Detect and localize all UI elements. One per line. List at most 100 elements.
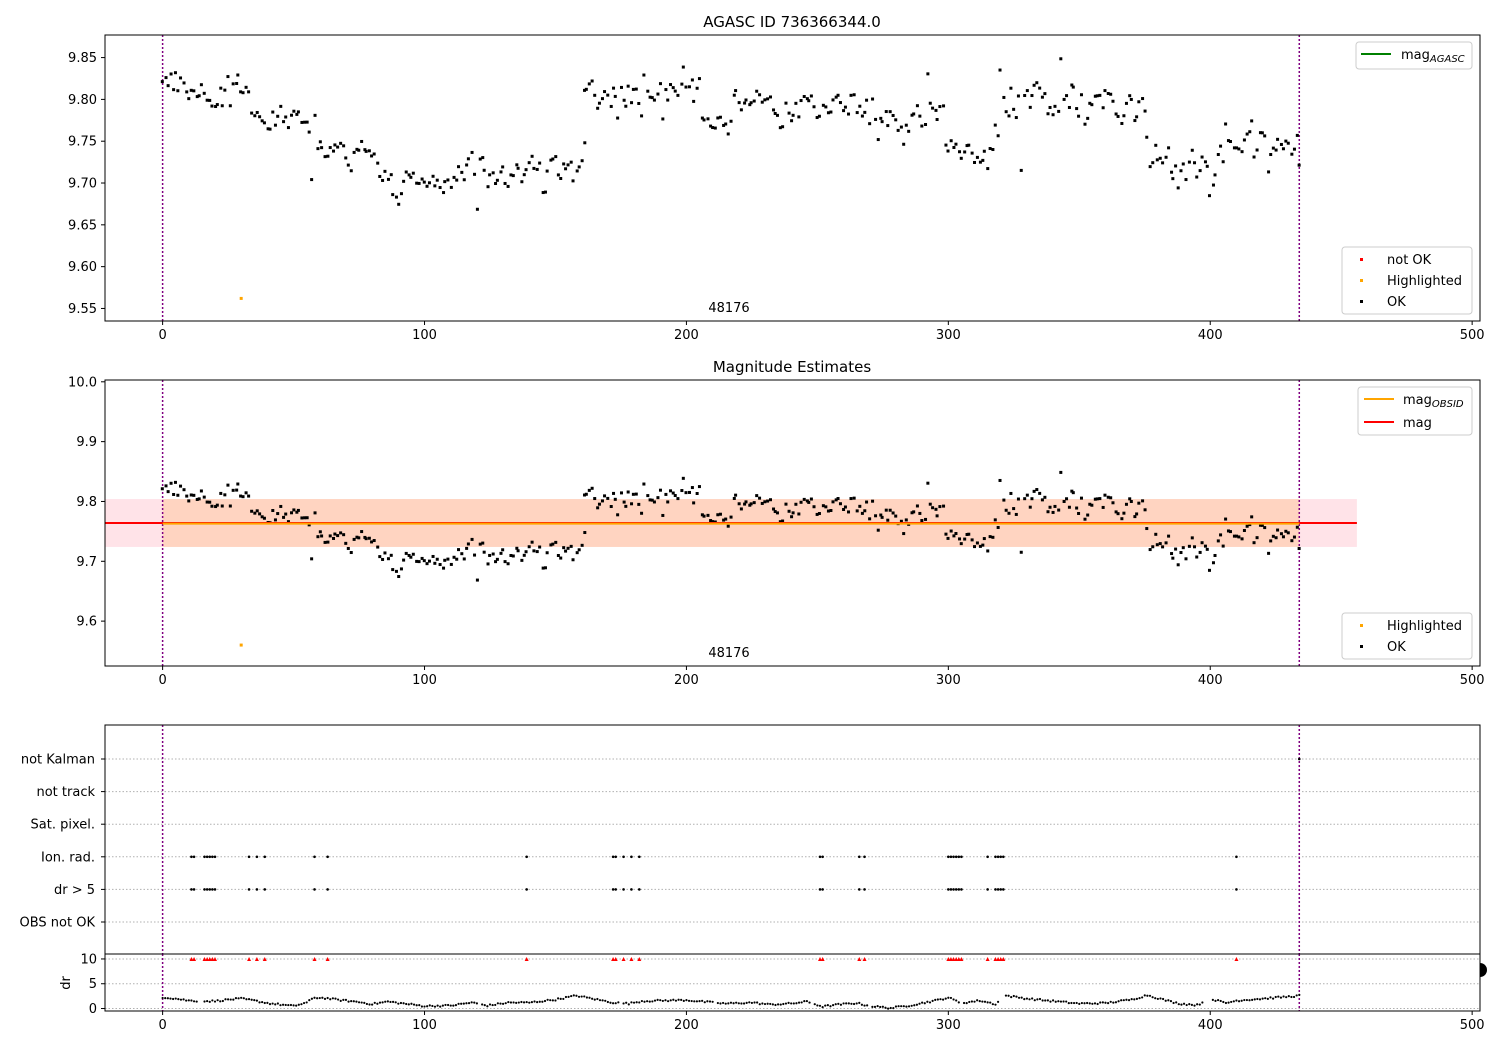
flag-point xyxy=(960,888,963,891)
dr-point xyxy=(577,995,581,998)
ok-point xyxy=(732,496,736,500)
flag-point xyxy=(957,855,961,859)
ok-point xyxy=(1035,488,1039,492)
ok-point xyxy=(794,101,798,105)
dr-point xyxy=(538,1000,541,1003)
legend-highlighted-label: Highlighted xyxy=(1387,619,1462,634)
dr-point xyxy=(216,999,219,1002)
ok-point xyxy=(1016,497,1020,501)
ok-point xyxy=(946,536,950,540)
ok-point xyxy=(179,76,183,80)
ok-point xyxy=(1120,517,1124,521)
dr-point xyxy=(206,999,209,1003)
ok-point xyxy=(616,116,620,120)
ok-point xyxy=(1124,101,1128,105)
line-legend[interactable]: magAGASC xyxy=(1355,41,1473,70)
marker-legend[interactable]: not OK Highlighted OK xyxy=(1341,246,1473,315)
ok-point xyxy=(613,94,617,98)
flag-row-label: Ion. rad. xyxy=(41,850,95,865)
ok-point xyxy=(452,175,456,179)
dr-point xyxy=(161,996,164,1000)
panel-title: Magnitude Estimates xyxy=(713,358,871,376)
flag-point xyxy=(952,855,955,859)
ok-point xyxy=(215,103,219,107)
ok-point xyxy=(1224,122,1228,126)
flag-point xyxy=(203,888,206,891)
ok-point xyxy=(1250,119,1254,123)
dr-point xyxy=(1264,997,1267,1000)
dr-point xyxy=(727,1002,730,1005)
ok-point xyxy=(1101,106,1105,110)
ok-point xyxy=(938,505,942,509)
ok-point xyxy=(650,96,654,100)
flag-row-label: Sat. pixel. xyxy=(31,818,95,833)
clipped-dr-marker xyxy=(946,956,951,961)
ok-point xyxy=(664,492,668,496)
ok-point xyxy=(210,504,214,508)
dr-point xyxy=(378,1001,382,1004)
ok-point xyxy=(1237,535,1241,539)
ok-point xyxy=(829,110,833,114)
legend-ok-marker xyxy=(1360,645,1363,648)
dr-point xyxy=(588,996,591,999)
dr-point xyxy=(274,1003,277,1006)
flag-point xyxy=(326,888,329,891)
ok-point xyxy=(1051,113,1055,117)
ok-point xyxy=(296,508,300,512)
ok-point xyxy=(1059,470,1063,474)
ok-point xyxy=(842,507,846,511)
ok-point xyxy=(894,118,898,122)
ok-point xyxy=(1279,532,1283,536)
ok-point xyxy=(562,546,566,550)
dr-point xyxy=(1044,999,1047,1002)
ok-point xyxy=(666,500,670,504)
ok-point xyxy=(310,557,314,561)
ok-point xyxy=(1030,497,1034,501)
dr-point xyxy=(677,998,680,1001)
flag-point xyxy=(1002,888,1005,891)
ok-point xyxy=(963,537,967,541)
ok-point xyxy=(415,559,419,563)
dr-point xyxy=(758,1003,761,1006)
ok-point xyxy=(187,499,191,503)
ok-point xyxy=(276,512,280,516)
ok-point xyxy=(323,540,327,544)
dr-point xyxy=(352,1000,355,1003)
dr-point xyxy=(310,997,314,1000)
ok-point xyxy=(258,115,262,119)
line-legend[interactable]: magOBSID mag xyxy=(1357,386,1473,436)
dr-point xyxy=(635,1001,638,1004)
ok-point xyxy=(928,101,932,105)
ok-point xyxy=(1232,146,1236,150)
ok-point xyxy=(399,567,403,571)
ok-point xyxy=(1271,146,1275,150)
ok-point xyxy=(772,108,776,112)
ok-point xyxy=(763,98,767,102)
ok-point xyxy=(1279,142,1283,146)
ok-point xyxy=(1148,548,1152,552)
flag-point xyxy=(525,888,528,891)
dr-point xyxy=(423,1005,426,1008)
ok-point xyxy=(718,115,722,119)
clipped-dr-marker xyxy=(205,956,210,961)
flag-point xyxy=(857,855,861,859)
ok-point xyxy=(975,155,979,159)
flag-point xyxy=(947,888,950,891)
flag-point xyxy=(949,855,953,859)
ok-point xyxy=(855,111,859,115)
dr-point xyxy=(467,1002,471,1005)
dr-point xyxy=(1130,998,1133,1001)
dr-point xyxy=(1148,994,1152,997)
ok-point xyxy=(551,542,555,546)
marker-legend[interactable]: Highlighted OK xyxy=(1341,612,1473,660)
ok-point xyxy=(915,504,919,508)
ok-point xyxy=(1103,493,1107,497)
ok-point xyxy=(431,554,435,558)
ok-point xyxy=(755,89,759,93)
ok-point xyxy=(462,557,466,561)
y-tick-label: 9.9 xyxy=(76,435,97,450)
dr-point xyxy=(501,1002,505,1005)
clipped-dr-marker xyxy=(818,956,822,961)
dr-point xyxy=(221,999,224,1003)
ok-point xyxy=(1248,130,1252,134)
